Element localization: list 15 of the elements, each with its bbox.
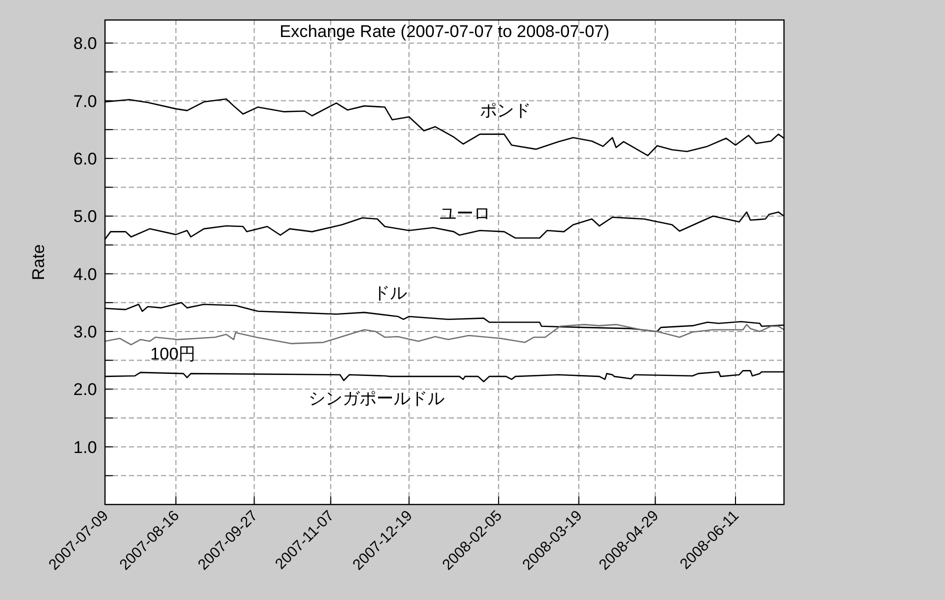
series-label: ユーロ <box>439 204 490 224</box>
y-tick-label: 8.0 <box>73 34 97 54</box>
y-tick-label: 4.0 <box>73 264 97 284</box>
series-label: 100円 <box>150 344 196 364</box>
series-label: シンガポールドル <box>308 388 445 408</box>
y-tick-label: 3.0 <box>73 322 97 342</box>
y-tick-label: 7.0 <box>73 92 97 111</box>
series-label: ドル <box>373 283 408 302</box>
y-tick-label: 5.0 <box>73 207 97 226</box>
y-tick-label: 6.0 <box>73 149 97 168</box>
series-label: ポンド <box>480 101 532 120</box>
y-tick-label: 1.0 <box>73 438 97 457</box>
chart-title: Exchange Rate (2007-07-07 to 2008-07-07) <box>280 22 610 41</box>
y-tick-label: 2.0 <box>73 380 97 400</box>
y-axis-title: Rate <box>29 244 48 280</box>
